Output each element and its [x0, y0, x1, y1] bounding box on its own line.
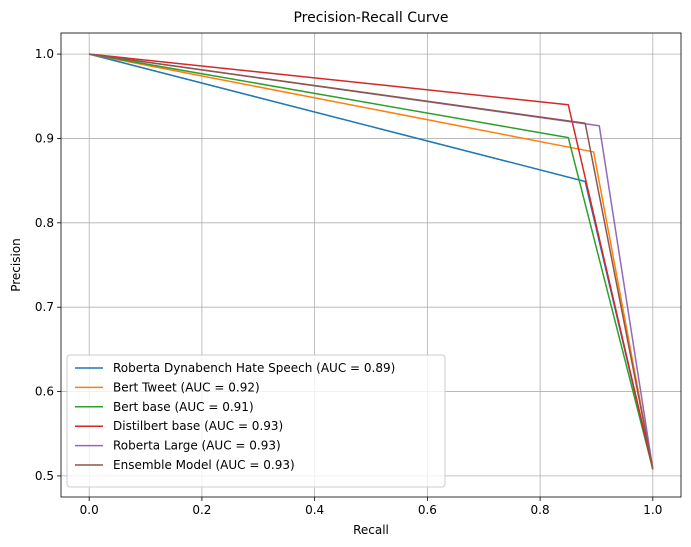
x-tick-label: 0.2 — [192, 503, 211, 517]
y-tick-label: 0.5 — [35, 469, 54, 483]
y-tick-label: 0.8 — [35, 216, 54, 230]
x-tick-label: 0.0 — [80, 503, 99, 517]
x-tick-label: 1.0 — [643, 503, 662, 517]
legend-label: Roberta Dynabench Hate Speech (AUC = 0.8… — [113, 361, 395, 375]
series-line — [89, 53, 654, 470]
x-tick-label: 0.8 — [531, 503, 550, 517]
series-line — [89, 53, 654, 470]
series-line — [89, 53, 654, 470]
legend-label: Ensemble Model (AUC = 0.93) — [113, 458, 295, 472]
legend-label: Bert Tweet (AUC = 0.92) — [113, 380, 260, 394]
series-line — [89, 53, 654, 470]
x-tick-label: 0.6 — [418, 503, 437, 517]
y-tick-label: 1.0 — [35, 47, 54, 61]
legend-box — [66, 354, 446, 488]
legend-label: Bert base (AUC = 0.91) — [113, 400, 254, 414]
y-tick-label: 0.6 — [35, 385, 54, 399]
y-axis-label: Precision — [9, 238, 23, 292]
legend: Roberta Dynabench Hate Speech (AUC = 0.8… — [66, 354, 446, 488]
axis-ticks: 0.0 0.2 0.4 0.6 0.8 1.0 0.5 0.6 0.7 0.8 0.9 1.0 — [35, 47, 662, 517]
plot-frame — [60, 32, 682, 498]
x-tick-label: 0.4 — [305, 503, 324, 517]
legend-label: Distilbert base (AUC = 0.93) — [113, 419, 283, 433]
y-tick-label: 0.7 — [35, 300, 54, 314]
legend-label: Roberta Large (AUC = 0.93) — [113, 439, 281, 453]
y-tick-label: 0.9 — [35, 131, 54, 145]
series-lines — [88, 53, 654, 470]
chart-title: Precision-Recall Curve — [293, 10, 448, 26]
x-axis-label: Recall — [353, 523, 389, 537]
